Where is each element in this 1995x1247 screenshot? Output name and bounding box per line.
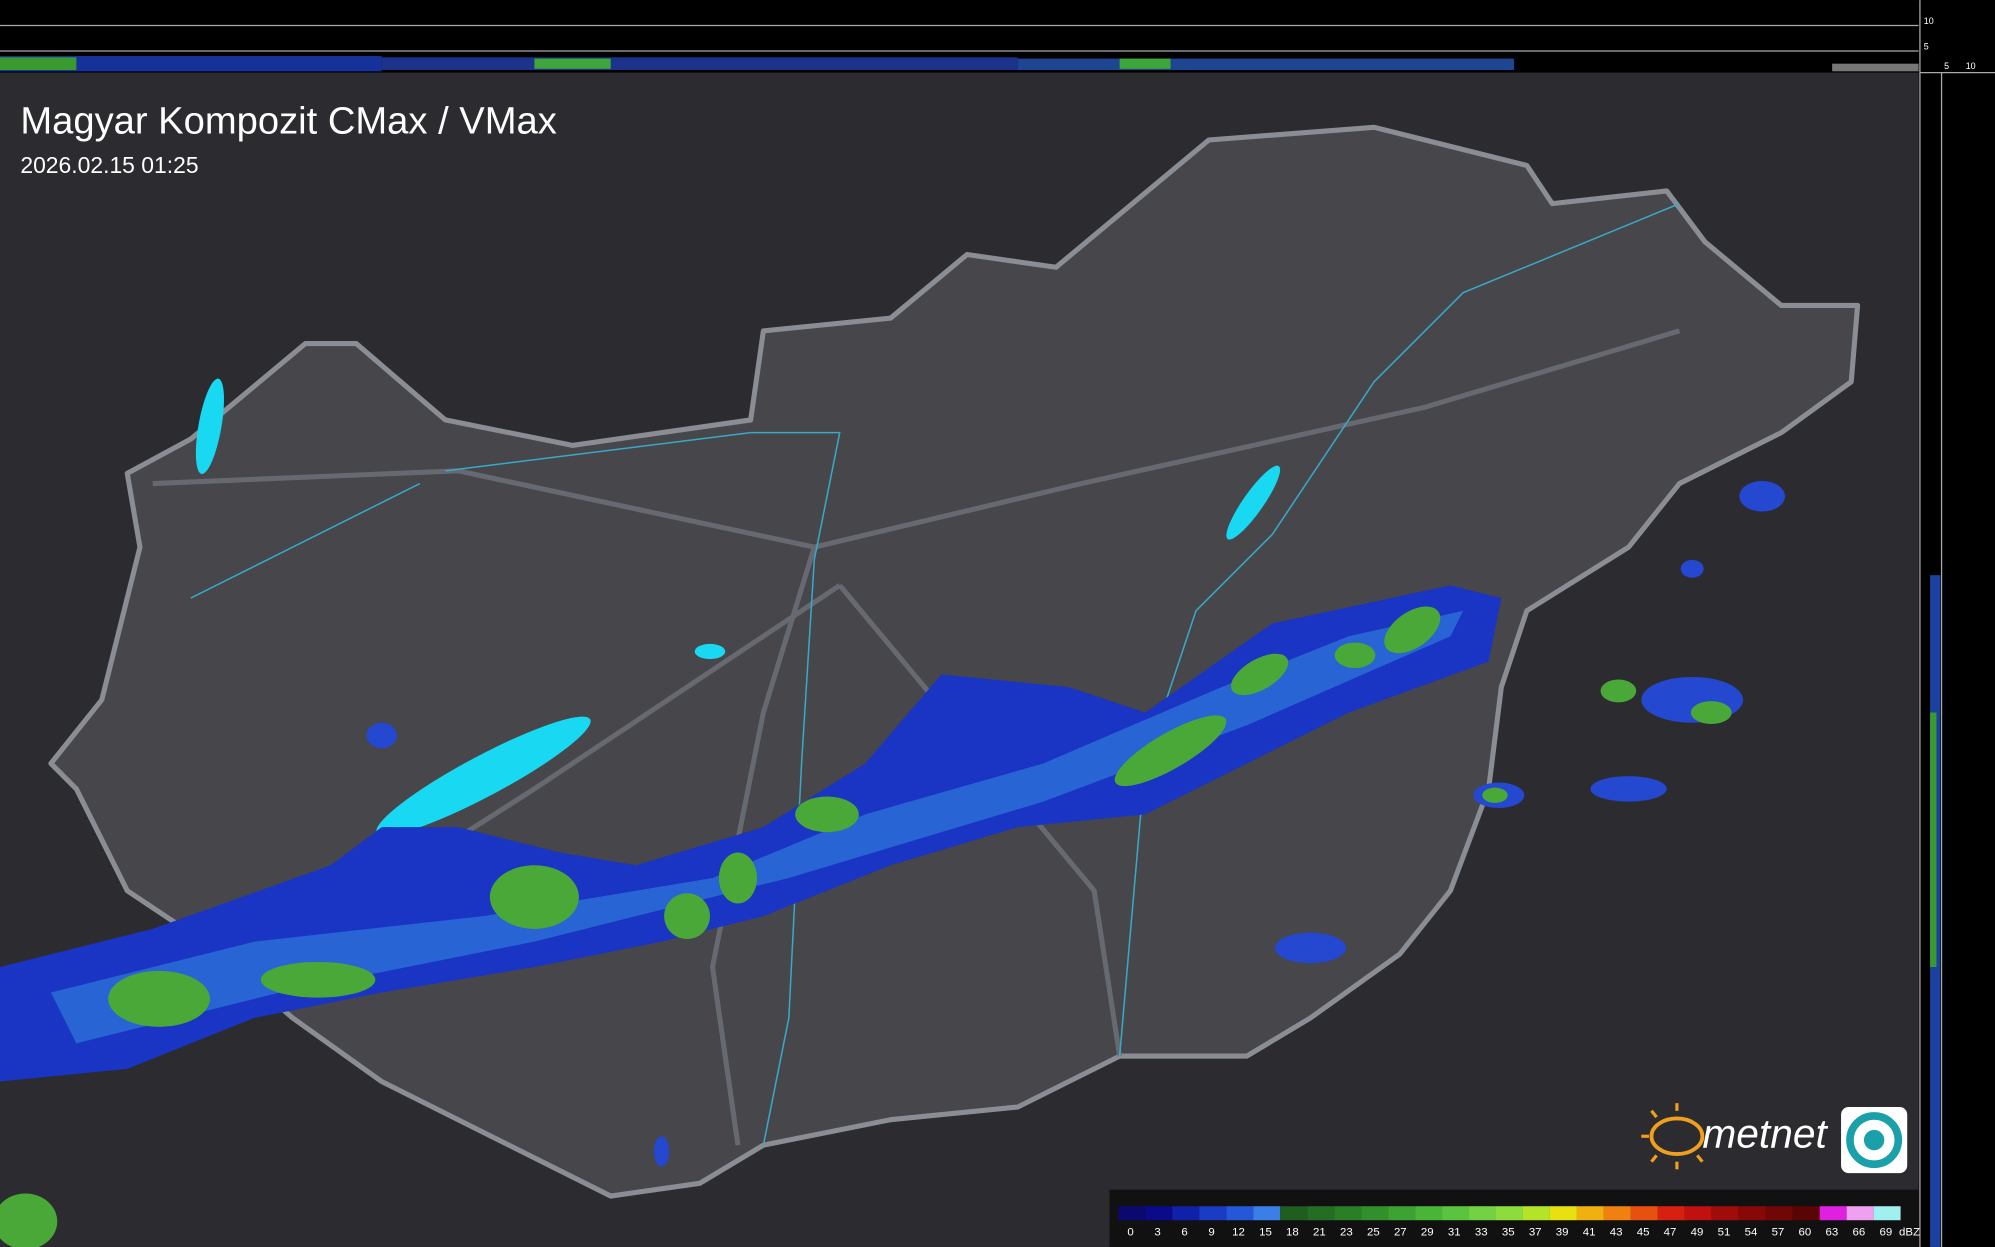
legend-label: 49 <box>1691 1226 1704 1238</box>
legend-swatch <box>1280 1206 1308 1221</box>
legend-swatch <box>1630 1206 1658 1221</box>
legend-label: 27 <box>1394 1226 1407 1238</box>
legend-swatch <box>1172 1206 1200 1221</box>
side-label: 10 <box>1966 61 1976 71</box>
legend-label: 45 <box>1637 1226 1650 1238</box>
legend-label: 33 <box>1475 1226 1488 1238</box>
legend-swatch <box>1307 1206 1335 1221</box>
legend-label: 57 <box>1772 1226 1785 1238</box>
top-strip-echo <box>0 56 1919 72</box>
legend-swatch <box>1549 1206 1577 1221</box>
legend-label: 25 <box>1367 1226 1380 1238</box>
legend-swatch <box>1711 1206 1739 1221</box>
legend: 0 3 6 9 12 15 18 21 23 25 27 29 31 33 35 37 39 41 43 45 47 49… <box>1118 1206 1920 1238</box>
legend-label: 43 <box>1610 1226 1623 1238</box>
legend-unit: dBZ <box>1899 1226 1920 1238</box>
logo-text: metnet <box>1702 1111 1828 1157</box>
map-timestamp: 2026.02.15 01:25 <box>20 152 198 178</box>
legend-label: 31 <box>1448 1226 1461 1238</box>
legend-label: 0 <box>1127 1226 1133 1238</box>
legend-swatch <box>1792 1206 1820 1221</box>
legend-label: 54 <box>1745 1226 1758 1238</box>
legend-swatch <box>1576 1206 1604 1221</box>
legend-label: 29 <box>1421 1226 1434 1238</box>
legend-swatch <box>1334 1206 1362 1221</box>
legend-label: 66 <box>1852 1226 1865 1238</box>
legend-swatch <box>1118 1206 1146 1221</box>
side-echo <box>1930 712 1937 968</box>
legend-swatch <box>1253 1206 1281 1221</box>
legend-label: 18 <box>1286 1226 1299 1238</box>
legend-label: 15 <box>1259 1226 1272 1238</box>
legend-label: 35 <box>1502 1226 1515 1238</box>
legend-swatch <box>1738 1206 1766 1221</box>
legend-swatch <box>1873 1206 1901 1221</box>
legend-swatch <box>1495 1206 1523 1221</box>
legend-swatch <box>1226 1206 1254 1221</box>
legend-swatch <box>1765 1206 1793 1221</box>
legend-label: 47 <box>1664 1226 1677 1238</box>
legend-swatch <box>1361 1206 1389 1221</box>
legend-label: 23 <box>1340 1226 1353 1238</box>
legend-swatch <box>1145 1206 1173 1221</box>
legend-swatch <box>1522 1206 1550 1221</box>
legend-swatch <box>1657 1206 1685 1221</box>
legend-swatch <box>1846 1206 1874 1221</box>
legend-label: 63 <box>1826 1226 1839 1238</box>
legend-swatch <box>1684 1206 1712 1221</box>
legend-swatch <box>1603 1206 1631 1221</box>
legend-label: 21 <box>1313 1226 1326 1238</box>
logo: metnet <box>1641 1103 1908 1174</box>
legend-label: 39 <box>1556 1226 1569 1238</box>
legend-label: 60 <box>1799 1226 1812 1238</box>
legend-label: 69 <box>1879 1226 1892 1238</box>
legend-label: 51 <box>1718 1226 1731 1238</box>
legend-swatch <box>1819 1206 1847 1221</box>
legend-label: 3 <box>1154 1226 1160 1238</box>
legend-swatch <box>1388 1206 1416 1221</box>
legend-swatch <box>1469 1206 1496 1221</box>
legend-label: 41 <box>1583 1226 1596 1238</box>
legend-label: 6 <box>1181 1226 1187 1238</box>
side-label: 10 <box>1924 16 1934 26</box>
legend-label: 9 <box>1208 1226 1214 1238</box>
legend-swatch <box>1199 1206 1227 1221</box>
legend-swatch <box>1415 1206 1443 1221</box>
side-label: 5 <box>1924 42 1929 52</box>
radar-echoes <box>0 481 1786 1247</box>
lakes <box>195 378 1281 836</box>
legend-label: 37 <box>1529 1226 1542 1238</box>
legend-swatch <box>1442 1206 1470 1221</box>
side-label: 5 <box>1944 61 1949 71</box>
legend-label: 12 <box>1232 1226 1245 1238</box>
map-title: Magyar Kompozit CMax / VMax <box>20 100 556 143</box>
